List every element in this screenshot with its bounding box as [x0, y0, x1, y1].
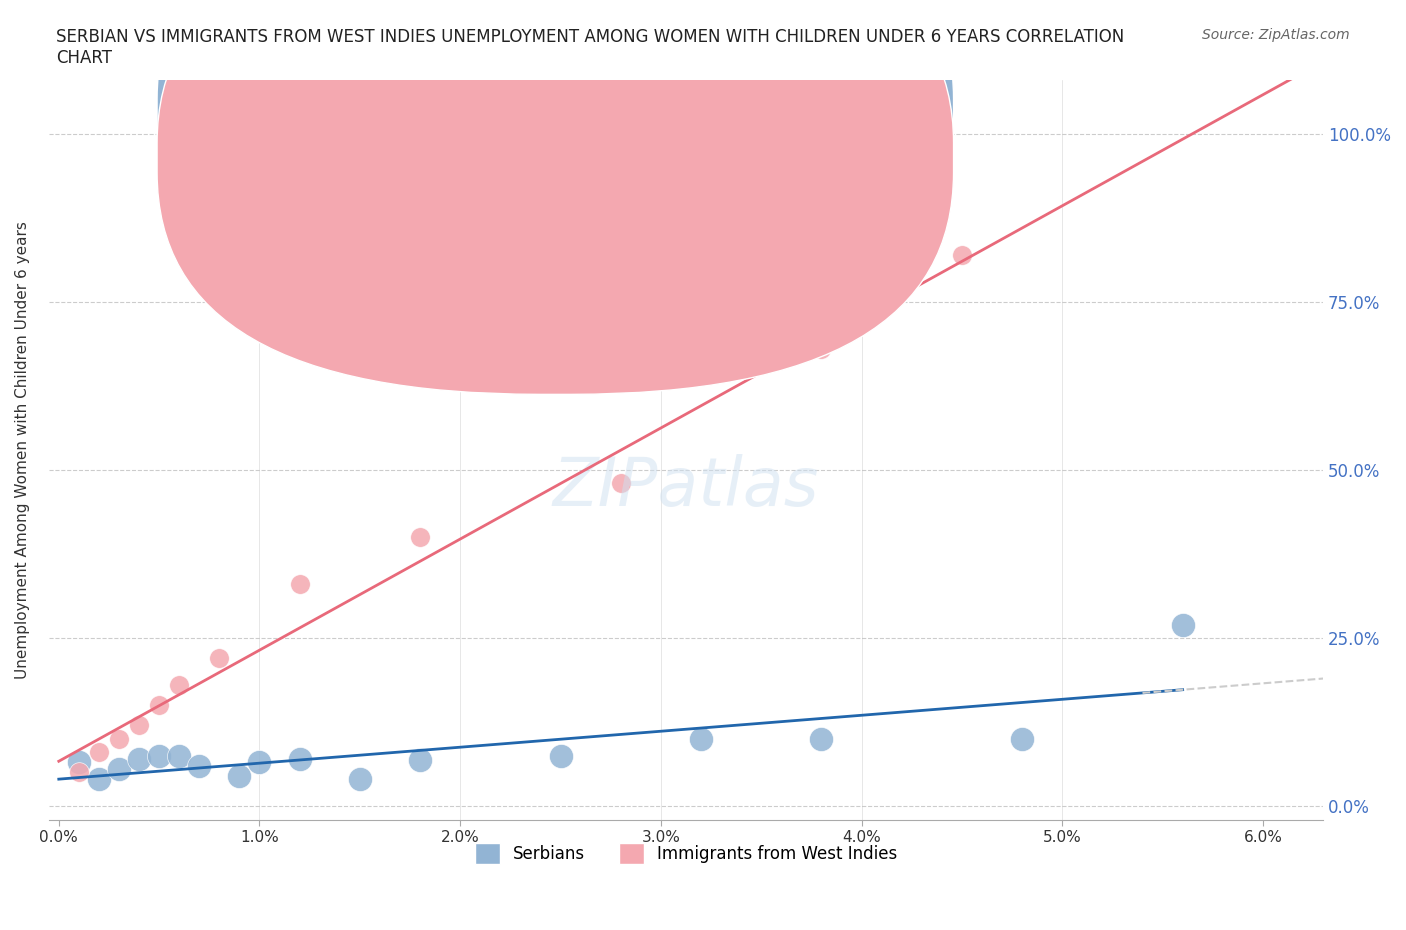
Point [108, 731, 131, 746]
Point [810, 341, 832, 356]
FancyBboxPatch shape [157, 0, 953, 350]
Text: Source: ZipAtlas.com: Source: ZipAtlas.com [1202, 28, 1350, 42]
Point [249, 755, 271, 770]
Point [208, 651, 231, 666]
Point [87, 745, 110, 760]
Point [148, 698, 170, 712]
Text: R = 0.886   N = 12: R = 0.886 N = 12 [583, 149, 754, 166]
FancyBboxPatch shape [520, 87, 903, 198]
Text: SERBIAN VS IMMIGRANTS FROM WEST INDIES UNEMPLOYMENT AMONG WOMEN WITH CHILDREN UN: SERBIAN VS IMMIGRANTS FROM WEST INDIES U… [56, 28, 1125, 67]
Point [288, 751, 311, 766]
Point [188, 758, 211, 773]
Point [1011, 731, 1033, 746]
Point [810, 731, 832, 746]
FancyBboxPatch shape [157, 0, 953, 394]
Point [67, 755, 90, 770]
Point [67, 765, 90, 780]
Text: ZIPatlas: ZIPatlas [553, 454, 820, 520]
Point [409, 530, 432, 545]
Point [409, 753, 432, 768]
Point [87, 772, 110, 787]
Point [108, 762, 131, 777]
Point [148, 749, 170, 764]
Legend: Serbians, Immigrants from West Indies: Serbians, Immigrants from West Indies [468, 837, 904, 870]
Y-axis label: Unemployment Among Women with Children Under 6 years: Unemployment Among Women with Children U… [15, 221, 30, 679]
Point [228, 768, 250, 783]
Point [128, 751, 150, 766]
Text: R = 0.464   N = 17: R = 0.464 N = 17 [583, 104, 755, 123]
Point [167, 678, 190, 693]
Point [550, 749, 572, 764]
Point [1171, 618, 1194, 632]
Point [690, 731, 713, 746]
Point [288, 577, 311, 591]
Point [128, 718, 150, 733]
Point [609, 476, 631, 491]
Point [950, 247, 973, 262]
Point [167, 749, 190, 764]
Point [349, 772, 371, 787]
